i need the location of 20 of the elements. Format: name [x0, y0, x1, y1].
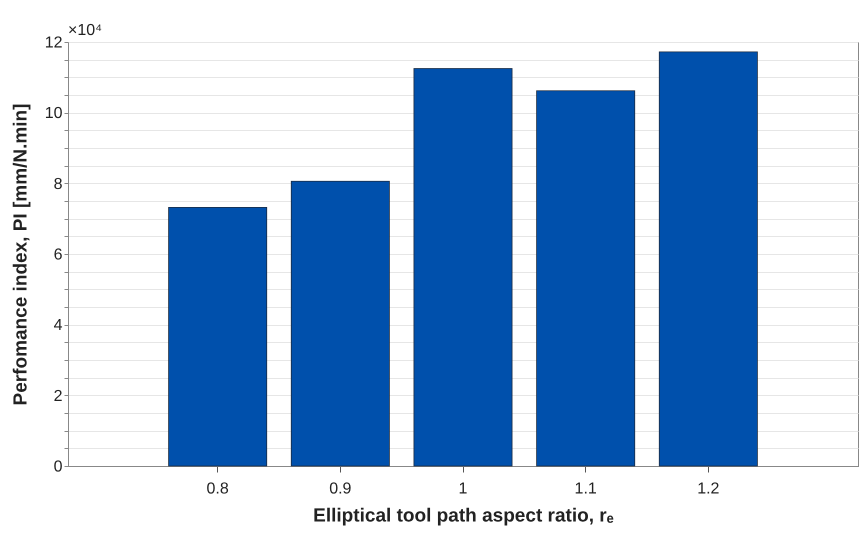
- y-tick-label: 12: [44, 34, 63, 52]
- x-axis-title: Elliptical tool path aspect ratio, rₑ: [313, 506, 614, 526]
- x-tick-label: 0.8: [206, 480, 229, 498]
- x-tick-label: 1: [458, 480, 468, 498]
- x-tick-label: 1.1: [574, 480, 597, 498]
- bar: [658, 51, 758, 466]
- y-tick-label: 4: [54, 317, 63, 334]
- bar: [290, 180, 390, 466]
- y-tick-label: 6: [54, 246, 63, 264]
- y-tick-label: 10: [44, 105, 63, 122]
- text: ×10⁴: [68, 22, 102, 39]
- bar: [536, 90, 636, 466]
- y-axis-title: Perfomance index, PI [mm/N.min]: [10, 104, 32, 406]
- x-tick-label: 1.2: [697, 480, 720, 498]
- bar: [414, 68, 512, 466]
- y-tick-label: 2: [54, 388, 63, 405]
- x-tick-label: 0.9: [329, 480, 352, 498]
- bar: [168, 206, 268, 466]
- y-tick-label: 0: [54, 458, 63, 476]
- y-tick-label: 8: [54, 176, 63, 193]
